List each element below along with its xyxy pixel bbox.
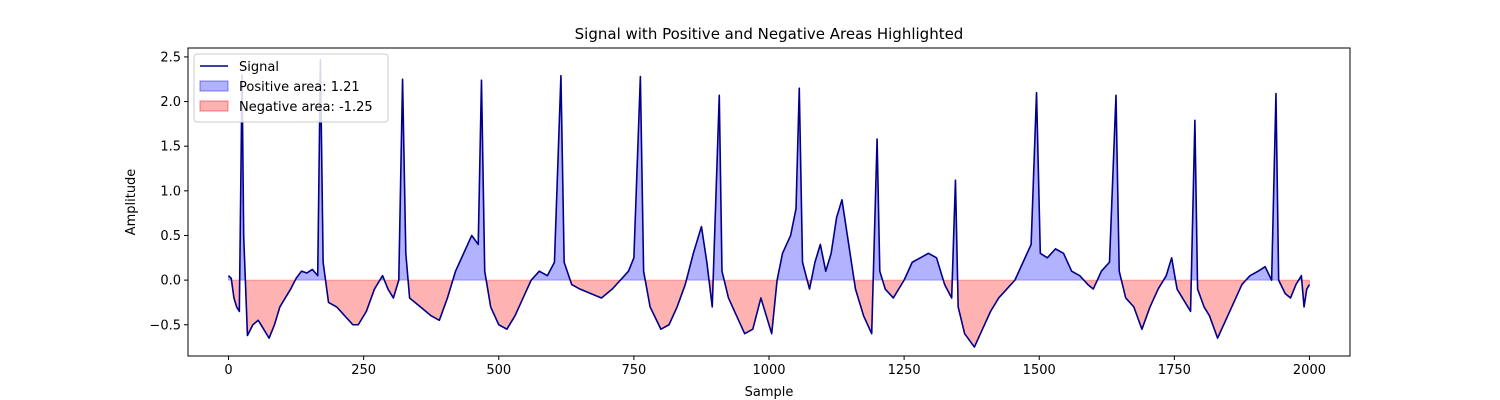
negative-area-region [1120,279,1165,331]
legend-negative-label: Negative area: -1.25 [239,100,373,115]
negative-area-region [485,279,532,330]
y-tick-label: 2.5 [160,50,181,65]
x-tick-label: 1000 [752,363,785,378]
x-axis-label: Sample [745,385,794,400]
y-tick-label: 0.5 [160,229,181,244]
x-axis-ticks: 0 250 500 750 1000 1250 1500 1750 2000 [224,356,1326,378]
x-tick-label: 250 [351,363,376,378]
negative-area-region [244,279,297,340]
negative-area-region [644,279,688,330]
x-tick-label: 1500 [1023,363,1056,378]
legend-positive-label: Positive area: 1.21 [239,80,360,95]
y-tick-label: 2.0 [160,95,181,110]
negative-area-region [1174,279,1192,314]
legend-positive-swatch [199,80,229,92]
signal-series [227,58,1311,348]
negative-area-region [853,279,874,334]
legend-negative-swatch [199,100,229,112]
y-tick-label: −0.5 [149,318,181,333]
y-tick-label: 0.0 [160,274,181,289]
y-tick-label: 1.5 [160,140,181,155]
positive-area-fill [228,59,1303,281]
y-tick-label: 1.0 [160,184,181,199]
x-tick-label: 1750 [1158,363,1191,378]
negative-area-region [324,279,381,326]
y-axis-ticks: −0.5 0.0 0.5 1.0 1.5 2.0 2.5 [149,50,188,333]
plot-area [227,58,1311,349]
legend-box [193,53,389,123]
x-tick-label: 750 [621,363,646,378]
chart-title: Signal with Positive and Negative Areas … [575,25,964,43]
x-tick-label: 1250 [888,363,921,378]
x-tick-label: 2000 [1293,363,1326,378]
positive-area-region [1014,92,1085,281]
negative-area-region [1277,279,1300,299]
legend: Signal Positive area: 1.21 Negative area… [193,53,389,123]
y-axis-label: Amplitude [124,169,139,236]
x-tick-label: 500 [486,363,511,378]
signal-line [227,58,1311,348]
legend-signal-label: Signal [239,60,279,75]
x-tick-label: 0 [224,363,232,378]
